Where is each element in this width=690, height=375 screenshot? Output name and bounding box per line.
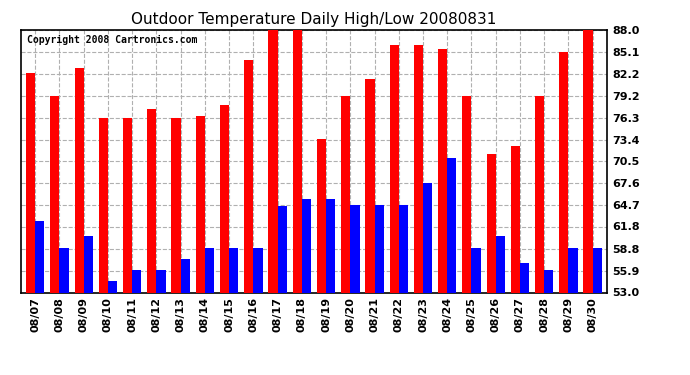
- Bar: [341, 96, 351, 292]
- Bar: [99, 118, 108, 292]
- Bar: [302, 199, 311, 292]
- Bar: [229, 248, 238, 292]
- Bar: [471, 248, 481, 292]
- Bar: [171, 118, 181, 292]
- Bar: [520, 262, 529, 292]
- Bar: [123, 118, 132, 292]
- Bar: [569, 248, 578, 292]
- Bar: [157, 270, 166, 292]
- Bar: [351, 205, 359, 292]
- Bar: [390, 45, 399, 292]
- Bar: [511, 146, 520, 292]
- Bar: [462, 96, 471, 292]
- Bar: [132, 270, 141, 292]
- Bar: [75, 68, 83, 292]
- Bar: [486, 154, 495, 292]
- Bar: [147, 109, 157, 292]
- Bar: [205, 248, 214, 292]
- Bar: [253, 248, 263, 292]
- Bar: [593, 248, 602, 292]
- Bar: [108, 281, 117, 292]
- Bar: [181, 259, 190, 292]
- Title: Outdoor Temperature Daily High/Low 20080831: Outdoor Temperature Daily High/Low 20080…: [131, 12, 497, 27]
- Bar: [399, 205, 408, 292]
- Bar: [293, 30, 302, 292]
- Bar: [423, 183, 432, 292]
- Bar: [375, 205, 384, 292]
- Bar: [83, 236, 93, 292]
- Bar: [196, 116, 205, 292]
- Bar: [447, 158, 457, 292]
- Text: Copyright 2008 Cartronics.com: Copyright 2008 Cartronics.com: [26, 35, 197, 45]
- Bar: [495, 236, 505, 292]
- Bar: [438, 49, 447, 292]
- Bar: [268, 30, 277, 292]
- Bar: [244, 60, 253, 292]
- Bar: [35, 221, 44, 292]
- Bar: [50, 96, 59, 292]
- Bar: [277, 206, 287, 292]
- Bar: [584, 30, 593, 292]
- Bar: [414, 45, 423, 292]
- Bar: [544, 270, 553, 292]
- Bar: [535, 96, 544, 292]
- Bar: [317, 140, 326, 292]
- Bar: [326, 199, 335, 292]
- Bar: [220, 105, 229, 292]
- Bar: [365, 79, 375, 292]
- Bar: [26, 74, 35, 292]
- Bar: [59, 248, 69, 292]
- Bar: [559, 52, 569, 292]
